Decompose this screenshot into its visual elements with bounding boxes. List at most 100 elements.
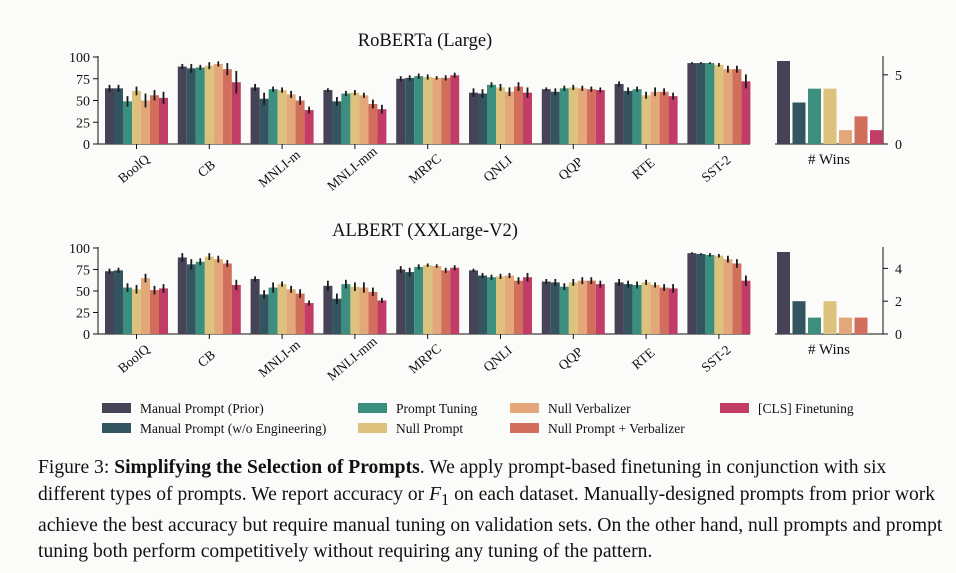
albert-bar <box>541 281 551 334</box>
albert-bar <box>213 259 223 334</box>
legend-label: Manual Prompt (Prior) <box>140 401 264 416</box>
albert-bar <box>323 285 333 334</box>
albert-wins-y-tick-label: 0 <box>895 328 902 343</box>
albert-bar <box>359 287 369 334</box>
albert-wins-bar <box>777 252 790 334</box>
roberta-bar <box>222 69 232 144</box>
roberta-y-tick-label: 100 <box>69 51 90 66</box>
roberta-bar <box>541 89 551 144</box>
roberta-bar <box>550 91 560 144</box>
albert-y-tick-label: 25 <box>76 307 90 322</box>
albert-bar <box>377 300 387 334</box>
caption-math-f: F <box>429 483 442 505</box>
roberta-wins-bar <box>808 88 821 144</box>
albert-y-tick-label: 50 <box>76 285 90 300</box>
roberta-wins-y-tick-label: 0 <box>895 138 902 153</box>
albert-x-tick-label: MNLI-mm <box>324 333 380 383</box>
albert-bar <box>432 266 442 334</box>
albert-wins-bar <box>792 301 806 334</box>
roberta-bar <box>132 90 141 144</box>
albert-bar <box>286 289 296 334</box>
roberta-bar <box>186 68 196 144</box>
caption-text-part2: on each dataset. Manually-designed promp… <box>38 483 943 563</box>
albert-bar <box>623 284 633 334</box>
roberta-bar <box>277 90 287 144</box>
albert-x-tick-label: MRPC <box>406 341 444 377</box>
albert-bar <box>304 303 314 334</box>
roberta-bar <box>732 69 742 144</box>
albert-bar <box>332 298 342 334</box>
roberta-bar <box>304 110 314 144</box>
roberta-bar <box>450 75 460 144</box>
roberta-bar <box>105 88 114 144</box>
albert-bar <box>295 293 305 334</box>
albert-bar <box>231 284 241 334</box>
roberta-bar <box>668 96 678 144</box>
roberta-bar <box>368 103 378 144</box>
albert-wins-bar <box>854 317 868 334</box>
roberta-bar <box>705 63 715 145</box>
roberta-wins-bar <box>854 116 868 144</box>
roberta-bar <box>213 63 223 144</box>
roberta-bar <box>405 77 415 144</box>
roberta-bar <box>423 77 433 144</box>
roberta-bar <box>650 91 660 144</box>
albert-bar <box>586 280 596 334</box>
albert-bar <box>659 287 669 334</box>
caption-text-part1: . We apply prompt-based finetuning in co… <box>38 457 887 505</box>
legend-label: [CLS] Finetuning <box>758 401 854 416</box>
legend-swatch <box>510 423 539 433</box>
albert-bar <box>741 280 751 334</box>
roberta-bar <box>723 69 733 144</box>
albert-x-tick-label: CB <box>195 347 218 370</box>
roberta-bar <box>559 88 569 144</box>
albert-wins-xlabel: # Wins <box>808 342 850 358</box>
roberta-wins-bar <box>777 61 790 144</box>
albert-x-tick-label: SST-2 <box>698 342 733 375</box>
albert-bar <box>259 294 269 334</box>
albert-bar <box>505 275 514 334</box>
roberta-bar <box>286 94 296 144</box>
albert-bar <box>250 278 260 334</box>
roberta-bar <box>177 66 187 144</box>
albert-x-tick-label: QQP <box>555 344 585 373</box>
roberta-bar <box>204 65 214 144</box>
roberta-bar <box>496 87 505 144</box>
roberta-wins-bar <box>792 102 806 144</box>
roberta-wins-bar <box>839 130 852 144</box>
albert-bar <box>177 257 187 334</box>
roberta-bar <box>295 100 305 144</box>
roberta-x-tick-label: RTE <box>629 155 658 182</box>
roberta-bar <box>505 91 514 144</box>
roberta-x-tick-label: MRPC <box>406 151 444 187</box>
albert-y-tick-label: 100 <box>69 242 90 257</box>
roberta-y-tick-label: 0 <box>83 138 90 153</box>
roberta-bar <box>614 83 624 144</box>
albert-bar <box>368 291 378 334</box>
roberta-bar <box>623 90 633 144</box>
albert-bar <box>687 253 697 334</box>
albert-bar <box>123 287 132 334</box>
roberta-bar <box>478 93 487 144</box>
roberta-bar <box>696 63 706 145</box>
albert-bar <box>405 272 415 334</box>
roberta-chart-title: RoBERTa (Large) <box>358 31 492 51</box>
albert-bar <box>204 256 214 334</box>
albert-bar <box>577 280 587 334</box>
roberta-bar <box>259 98 269 144</box>
roberta-wins-xlabel: # Wins <box>808 152 850 168</box>
legend-label: Manual Prompt (w/o Engineering) <box>140 421 326 436</box>
roberta-bar <box>523 92 532 144</box>
roberta-bar <box>595 90 605 144</box>
albert-bar <box>559 286 569 334</box>
roberta-bar <box>441 77 451 144</box>
albert-wins-bar <box>808 317 821 334</box>
roberta-bar <box>123 101 132 144</box>
roberta-bar <box>568 87 578 144</box>
legend-swatch <box>102 403 131 413</box>
roberta-bar <box>577 88 587 144</box>
albert-bar <box>450 267 460 334</box>
legend-label: Null Prompt <box>396 421 463 436</box>
albert-x-tick-label: MNLI-m <box>255 337 303 381</box>
roberta-bar <box>632 89 642 144</box>
